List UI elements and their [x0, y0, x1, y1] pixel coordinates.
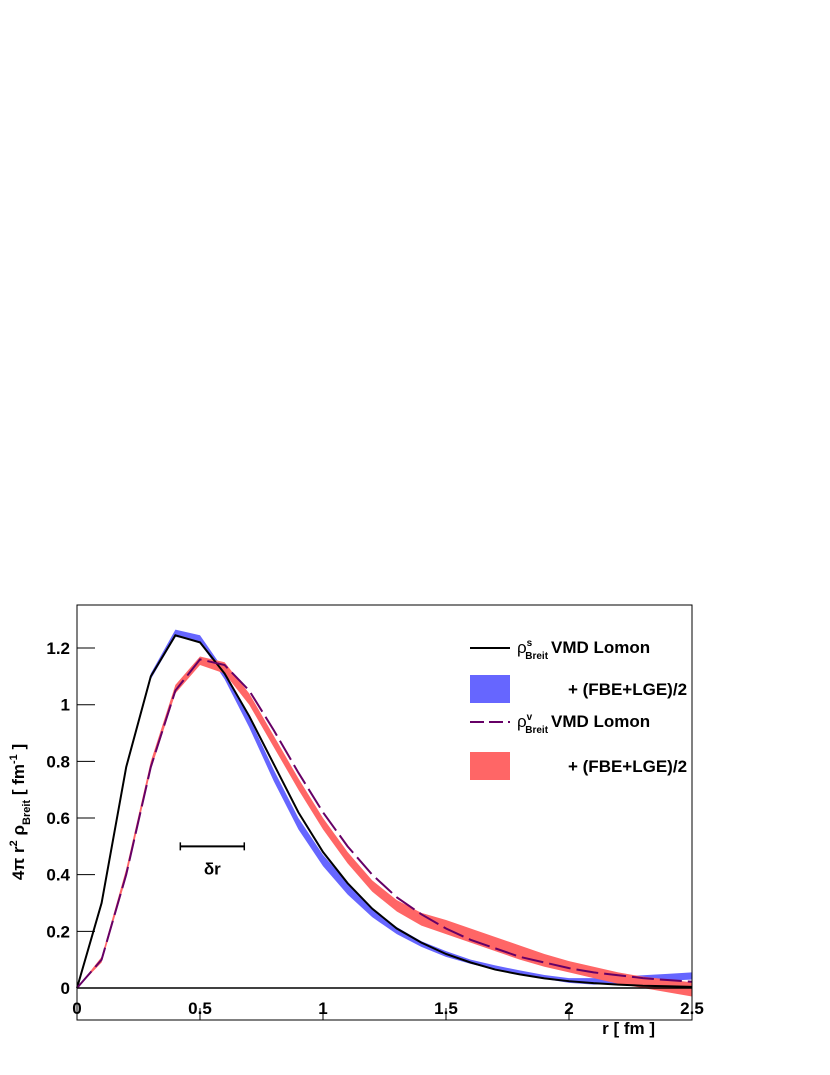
legend-sub: Breit: [525, 651, 548, 662]
legend-sup: v: [527, 712, 533, 723]
y-tick-label: 1.2: [46, 639, 70, 658]
y-label-part: -1: [8, 754, 20, 764]
y-tick-label: 0.8: [46, 752, 70, 771]
y-tick-label: 1: [61, 696, 70, 715]
y-label-part: 2: [8, 840, 20, 846]
y-tick-label: 0.6: [46, 809, 70, 828]
x-axis-label: r [ fm ]: [602, 1019, 655, 1038]
x-tick-label: 2.5: [680, 999, 704, 1018]
y-label-part: [ fm: [9, 764, 28, 800]
legend-label: + (FBE+LGE)/2: [568, 680, 687, 699]
delta-r-label: δr: [204, 859, 221, 878]
legend-label: ρs Breit VMD Lomon: [517, 638, 650, 662]
x-tick-label: 0: [72, 999, 81, 1018]
legend-sub: Breit: [525, 725, 548, 736]
line: [76, 634, 693, 989]
legend-swatch: [470, 752, 510, 780]
x-tick-label: 1.5: [434, 999, 458, 1018]
legend-swatch: [470, 675, 510, 703]
legend-symbol: ρ: [517, 638, 527, 657]
legend-label: + (FBE+LGE)/2: [568, 757, 687, 776]
legend-name: VMD Lomon: [551, 712, 650, 731]
y-label-part: ρ: [9, 825, 28, 840]
y-label-part: Breit: [21, 800, 33, 825]
x-tick-label: 0.5: [188, 999, 212, 1018]
x-tick-label: 1: [318, 999, 327, 1018]
y-tick-label: 0: [61, 979, 70, 998]
y-axis-label: 4π r2 ρBreit [ fm-1 ]: [8, 744, 33, 880]
legend-symbol: ρ: [517, 712, 527, 731]
y-label-part: ]: [9, 744, 28, 754]
plot-frame: [76, 604, 693, 1021]
legend-label: ρv Breit VMD Lomon: [517, 712, 650, 736]
x-tick-label: 2: [564, 999, 573, 1018]
y-tick-label: 0.4: [46, 866, 70, 885]
line: [76, 658, 693, 989]
y-tick-label: 0.2: [46, 922, 70, 941]
legend-name: VMD Lomon: [551, 638, 650, 657]
legend-sup: s: [527, 638, 533, 649]
y-label-part: 4π r: [9, 846, 28, 880]
